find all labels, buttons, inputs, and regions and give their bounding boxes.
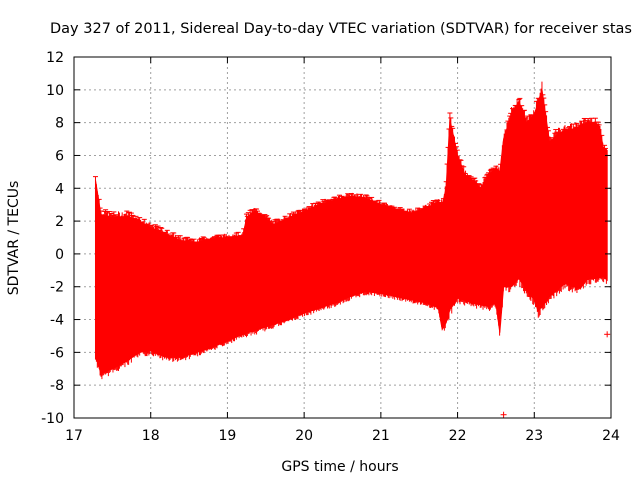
y-tick-label: 10	[46, 83, 64, 99]
y-tick-label: -4	[50, 313, 64, 329]
x-tick-label: 22	[449, 428, 467, 444]
x-tick-label: 21	[372, 428, 390, 444]
chart-title: Day 327 of 2011, Sidereal Day-to-day VTE…	[50, 21, 632, 37]
y-tick-label: 0	[55, 247, 64, 263]
y-tick-label: -2	[50, 280, 64, 296]
y-tick-label: -10	[41, 411, 64, 427]
x-tick-label: 19	[219, 428, 237, 444]
x-tick-label: 20	[295, 428, 313, 444]
y-tick-label: -6	[50, 345, 64, 361]
plot-frame	[73, 56, 612, 419]
x-tick-label: 17	[65, 428, 83, 444]
y-tick-label: 4	[55, 181, 64, 197]
y-tick-label: 8	[55, 116, 64, 132]
data-series	[92, 81, 611, 418]
x-tick-label: 18	[142, 428, 160, 444]
x-tick-label: 24	[602, 428, 620, 444]
y-tick-label: 6	[55, 148, 64, 164]
x-tick-label: 23	[525, 428, 543, 444]
y-tick-label: 12	[46, 50, 64, 66]
x-axis-label: GPS time / hours	[281, 459, 398, 475]
y-axis-label: SDTVAR / TECUs	[6, 181, 22, 296]
y-tick-label: -8	[50, 378, 64, 394]
y-tick-label: 2	[55, 214, 64, 230]
